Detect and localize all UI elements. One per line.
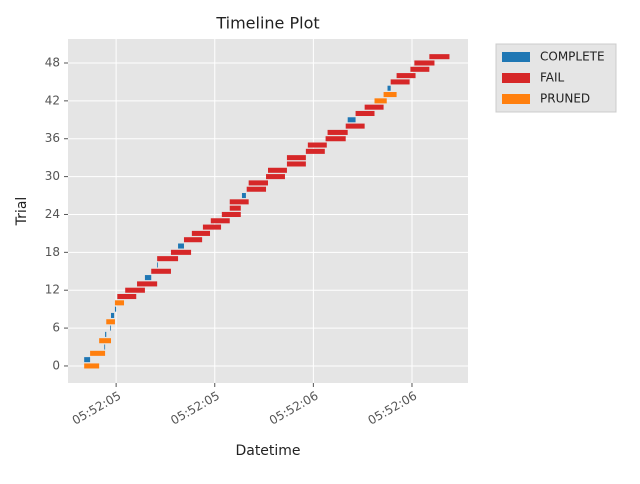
timeline-bar [137, 281, 158, 287]
timeline-bar [345, 123, 365, 129]
timeline-bar [266, 174, 285, 180]
timeline-bar [268, 167, 287, 173]
y-tick-label: 36 [45, 131, 60, 145]
timeline-bar [202, 224, 222, 230]
timeline-bar [178, 243, 184, 249]
legend-swatch [502, 94, 530, 104]
legend-swatch [502, 52, 530, 62]
timeline-bar [229, 199, 249, 205]
timeline-bar [117, 294, 137, 300]
timeline-bar [105, 331, 107, 337]
y-tick-label: 12 [45, 283, 60, 297]
timeline-bar [390, 79, 410, 85]
timeline-bar [383, 92, 397, 98]
timeline-bar [106, 319, 115, 325]
timeline-bar [286, 161, 306, 167]
timeline-bar [286, 155, 306, 161]
timeline-bar [114, 300, 125, 306]
timeline-bar [307, 142, 327, 148]
timeline-bar [125, 287, 145, 293]
y-tick-label: 18 [45, 245, 60, 259]
timeline-bar [364, 104, 384, 110]
timeline-bar [170, 249, 192, 255]
timeline-bar [157, 256, 179, 262]
x-tick-label: 05:52:06 [366, 389, 420, 428]
timeline-bar [396, 73, 416, 79]
timeline-bar [325, 136, 346, 142]
timeline-bar [191, 230, 211, 236]
legend-swatch [502, 73, 530, 83]
legend-label: PRUNED [540, 92, 590, 106]
timeline-bar [104, 344, 106, 350]
y-tick-label: 30 [45, 169, 60, 183]
timeline-bar [114, 306, 117, 312]
timeline-bar [327, 129, 348, 135]
timeline-bar [246, 186, 267, 192]
timeline-bar [144, 275, 152, 281]
y-axis-label: Trial [14, 197, 30, 227]
timeline-bar [84, 357, 91, 363]
timeline-bar [414, 60, 435, 66]
timeline-bar [248, 180, 268, 186]
timeline-bar [110, 325, 112, 331]
timeline-bar [355, 110, 375, 117]
legend-label: COMPLETE [540, 50, 605, 64]
x-tick-label: 05:52:05 [70, 389, 124, 428]
y-tick-label: 6 [52, 321, 60, 335]
timeline-bar [183, 237, 203, 243]
timeline-bar [84, 363, 100, 369]
timeline-bar [410, 66, 430, 72]
timeline-bar [305, 148, 325, 154]
y-tick-label: 42 [45, 93, 60, 107]
timeline-bar [110, 312, 115, 318]
timeline-bar [151, 268, 171, 274]
y-tick-label: 24 [45, 207, 60, 221]
legend-label: FAIL [540, 71, 565, 85]
y-tick-label: 0 [52, 358, 60, 372]
timeline-bar [374, 98, 387, 104]
timeline-bar [347, 117, 356, 123]
timeline-bar [157, 262, 158, 268]
x-axis-label: Datetime [235, 443, 300, 459]
x-tick-label: 05:52:06 [267, 389, 321, 428]
timeline-bar [241, 193, 246, 199]
timeline-bar [99, 338, 111, 344]
y-tick-label: 48 [45, 55, 60, 69]
timeline-bar [210, 218, 230, 224]
timeline-bar [387, 85, 391, 91]
timeline-bar [429, 54, 450, 60]
plot-area [68, 39, 468, 383]
chart-title: Timeline Plot [215, 14, 319, 33]
x-tick-label: 05:52:05 [168, 389, 222, 428]
timeline-bar [90, 350, 106, 356]
timeline-bar [221, 211, 241, 217]
timeline-bar [229, 205, 241, 211]
